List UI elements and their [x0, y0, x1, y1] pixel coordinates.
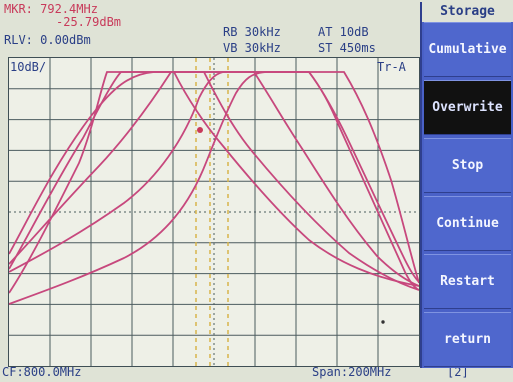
restart-button[interactable]: Restart [424, 254, 511, 309]
reference-scale-label: 10dB/ [10, 60, 47, 74]
return-button[interactable]: return [424, 312, 511, 367]
dot-1 [381, 320, 385, 324]
reference-level: RLV: 0.00dBm [4, 33, 91, 47]
status-flag: [2] [447, 365, 469, 379]
spectrum-traces [9, 71, 419, 305]
overwrite-button[interactable]: Overwrite [424, 80, 511, 135]
attenuation: AT 10dB [318, 25, 369, 39]
span-value: Span:200MHz [312, 365, 392, 379]
sweep-time: ST 450ms [318, 41, 376, 55]
storage-menu: Storage Cumulative Overwrite Stop Contin… [420, 2, 513, 368]
marker-point [197, 127, 203, 133]
video-bandwidth: VB 30kHz [223, 41, 281, 55]
spectrum-graph [9, 58, 419, 366]
trace-label: Tr-A [377, 60, 406, 74]
center-frequency: CF:800.0MHz [2, 365, 82, 379]
continue-button[interactable]: Continue [424, 196, 511, 251]
stop-button[interactable]: Stop [424, 138, 511, 193]
marker-frequency: MKR: 792.4MHz [4, 2, 98, 16]
cumulative-button[interactable]: Cumulative [424, 22, 511, 77]
menu-title: Storage [422, 2, 513, 22]
resolution-bandwidth: RB 30kHz [223, 25, 281, 39]
marker-level: -25.79dBm [56, 15, 122, 29]
spectrum-plot [8, 57, 420, 367]
